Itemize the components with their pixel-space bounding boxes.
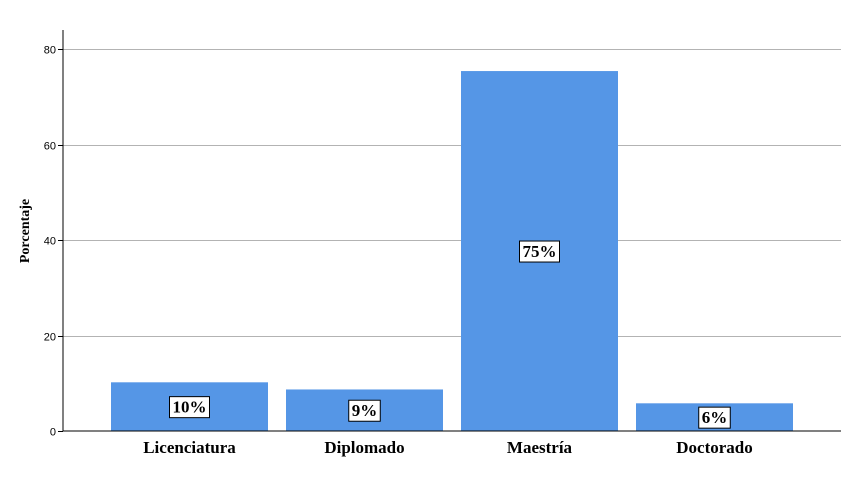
y-tick-label: 40 — [44, 236, 56, 248]
data-label-text: 6% — [702, 408, 728, 427]
axes — [62, 30, 841, 432]
y-tick-label: 60 — [44, 141, 56, 153]
data-label-text: 9% — [352, 401, 378, 420]
category-labels: Licenciatura Diplomado Maestría Doctorado — [143, 438, 753, 457]
category-label: Doctorado — [676, 438, 752, 457]
data-label: 10% — [169, 396, 210, 419]
data-label: 9% — [348, 399, 381, 422]
category-label: Licenciatura — [143, 438, 236, 457]
data-label-text: 75% — [523, 242, 557, 261]
gridlines — [63, 49, 841, 337]
data-label-box — [698, 406, 731, 429]
data-label-box — [519, 240, 560, 263]
data-label: 6% — [698, 406, 731, 429]
data-label: 75% — [519, 240, 560, 263]
y-tick-label: 80 — [44, 45, 56, 57]
y-axis-title: Porcentaje — [18, 199, 33, 263]
y-tick-labels: 0 20 40 60 80 — [44, 45, 63, 439]
category-label: Diplomado — [324, 438, 404, 457]
category-label: Maestría — [507, 438, 573, 457]
y-tick-label: 20 — [44, 332, 56, 344]
y-tick-label: 0 — [50, 427, 56, 439]
data-label-text: 10% — [173, 398, 207, 417]
data-label-box — [169, 396, 210, 419]
data-labels: 10% 9% 75% 6% — [169, 240, 731, 429]
data-label-box — [348, 399, 381, 422]
bars — [111, 71, 793, 432]
